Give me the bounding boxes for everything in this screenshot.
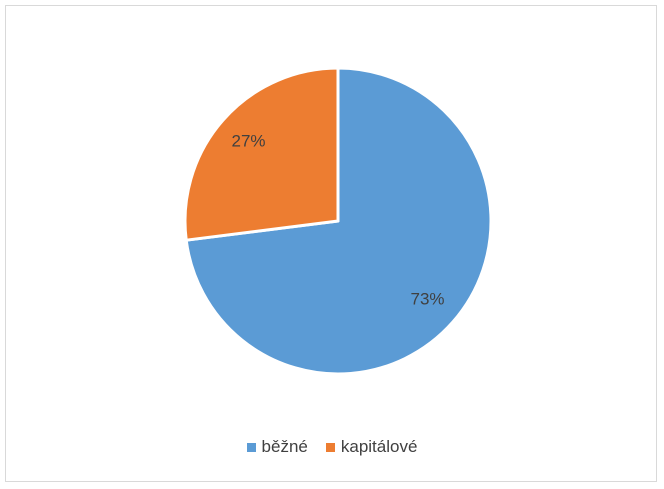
legend-label-bezne: běžné <box>261 437 308 456</box>
legend-entry-bezne: běžné <box>246 437 308 457</box>
legend-entry-kapitalove: kapitálové <box>325 437 418 457</box>
pie-slice-kapitalove <box>183 66 340 242</box>
data-label-bezne: 73% <box>410 289 444 308</box>
data-label-kapitalove: 27% <box>231 132 265 151</box>
legend-label-kapitalove: kapitálové <box>340 437 418 456</box>
legend-swatch-kapitalove <box>325 442 335 452</box>
pie-data-labels: 73% 27% <box>231 132 444 309</box>
legend: běžné kapitálové <box>0 437 664 457</box>
pie-slices <box>183 66 493 376</box>
legend-swatch-bezne <box>246 442 256 452</box>
